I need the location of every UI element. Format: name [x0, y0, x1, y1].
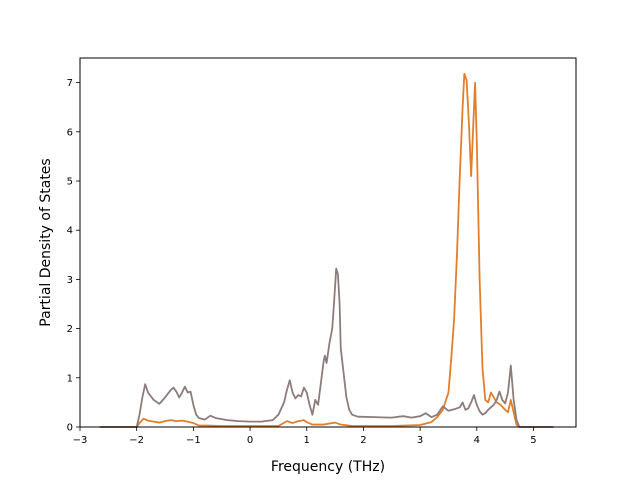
y-axis-label: Partial Density of States: [38, 158, 54, 326]
x-tick-label: 2: [360, 435, 366, 446]
plot-frame: [79, 57, 577, 428]
y-axis: 0 1 2 3 4 5 6 7: [67, 78, 80, 434]
x-tick-label: 4: [474, 435, 480, 446]
y-tick-label: 5: [67, 177, 73, 188]
y-tick-label: 3: [67, 275, 73, 286]
y-tick-label: 6: [67, 127, 73, 138]
x-tick-label: 5: [530, 435, 536, 446]
y-tick-label: 1: [67, 373, 73, 384]
x-tick-label: −2: [129, 435, 144, 446]
y-tick-label: 2: [67, 324, 73, 335]
x-tick-label: −1: [186, 435, 201, 446]
y-tick-label: 0: [67, 423, 73, 434]
x-tick-label: −3: [73, 435, 88, 446]
y-tick-label: 7: [67, 78, 73, 89]
series-line-2: [99, 267, 554, 428]
x-tick-label: 1: [304, 435, 310, 446]
y-tick-label: 4: [67, 226, 73, 237]
x-axis: −3 −2 −1 0 1 2 3 4 5: [73, 427, 537, 446]
series-layer: [99, 72, 554, 428]
x-axis-label: Frequency (THz): [271, 459, 385, 475]
series-line-1: [99, 72, 554, 428]
x-tick-label: 3: [417, 435, 423, 446]
x-tick-label: 0: [247, 435, 253, 446]
